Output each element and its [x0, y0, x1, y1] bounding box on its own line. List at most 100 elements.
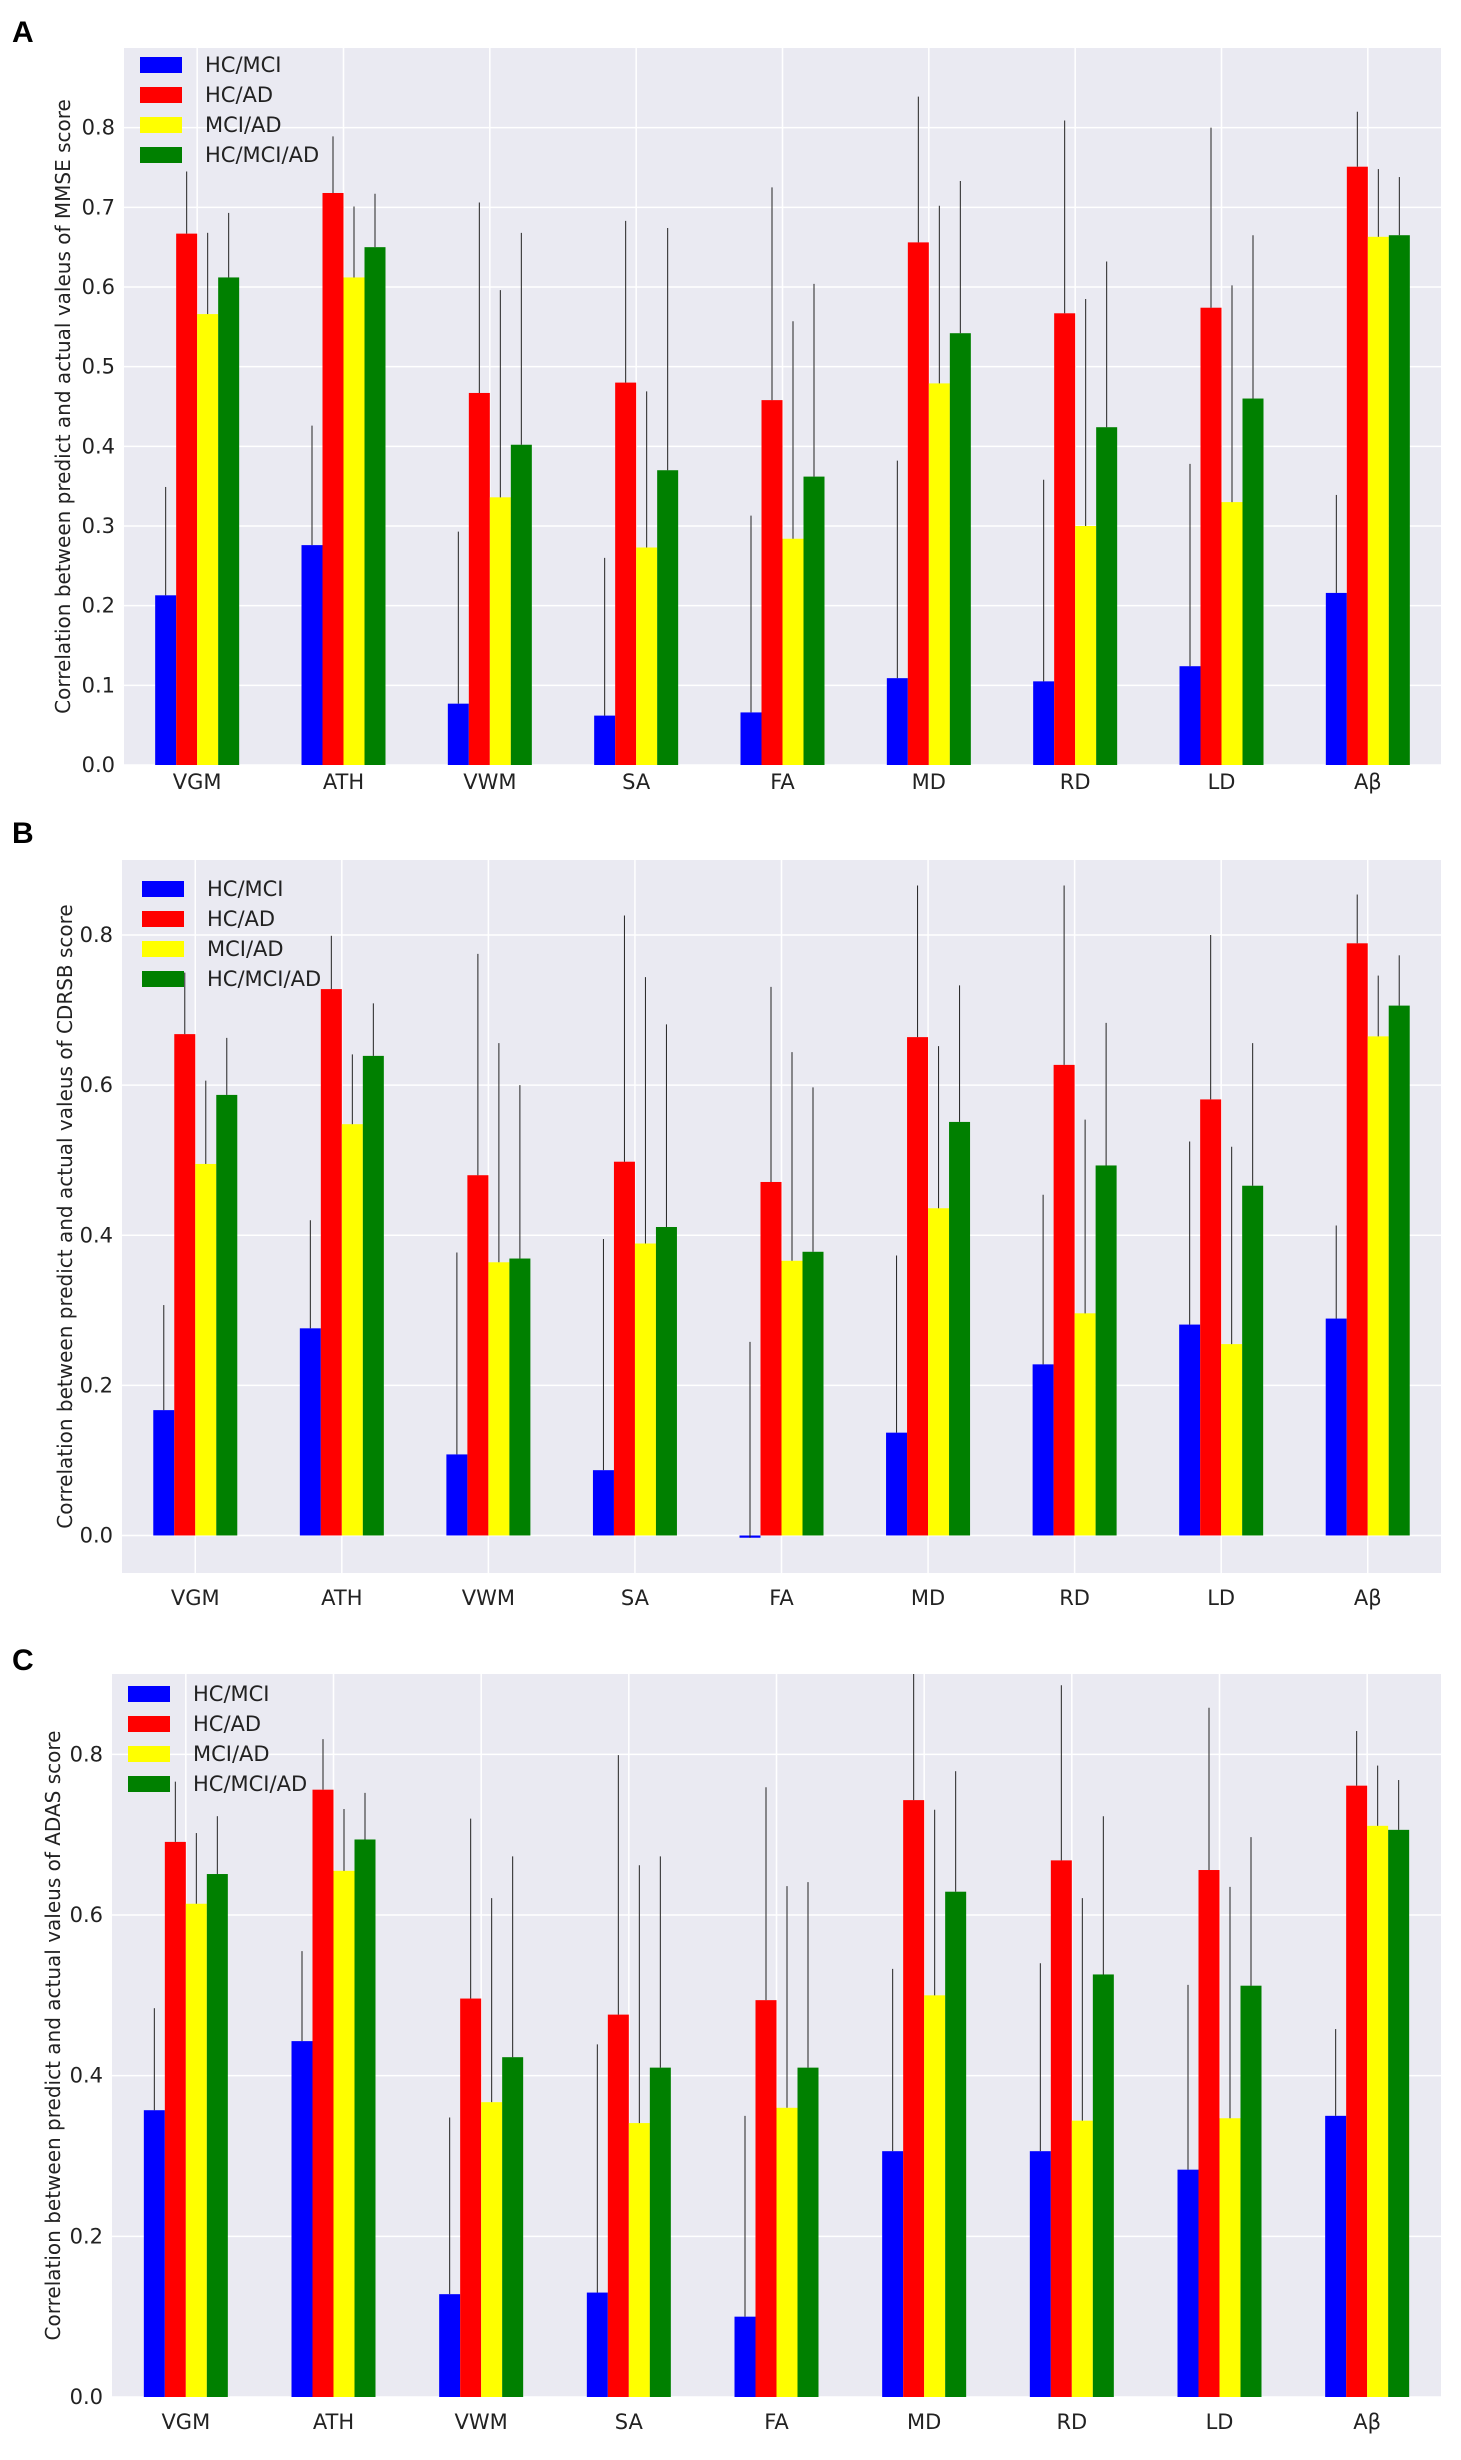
- bar: [301, 545, 323, 765]
- bar: [206, 1874, 228, 2397]
- bar: [928, 383, 950, 765]
- x-tick-label: FA: [770, 770, 795, 794]
- bar: [1032, 1364, 1054, 1536]
- y-axis-label: Correlation between predict and actual v…: [41, 1731, 65, 2341]
- bar: [439, 2294, 461, 2397]
- x-tick-label: VGM: [161, 2410, 210, 2434]
- x-tick-label: Aβ: [1354, 770, 1382, 794]
- bar: [761, 400, 783, 765]
- x-tick-label: VGM: [173, 770, 222, 794]
- bar: [594, 715, 616, 765]
- bar: [903, 1800, 925, 2397]
- y-tick-label: 0.0: [82, 753, 115, 777]
- bar: [945, 1891, 967, 2397]
- legend-label: HC/MCI: [193, 1682, 270, 1706]
- y-tick-label: 0.2: [82, 594, 115, 618]
- legend-swatch: [142, 911, 184, 927]
- legend-swatch: [140, 117, 182, 133]
- x-tick-label: SA: [621, 1586, 650, 1610]
- bar: [1177, 2169, 1199, 2397]
- bar: [924, 1995, 946, 2397]
- bar: [460, 1998, 482, 2397]
- y-tick-label: 0.6: [80, 1073, 113, 1097]
- bar: [928, 1208, 950, 1536]
- bar: [1200, 307, 1222, 765]
- bar: [481, 2102, 503, 2397]
- bar: [1075, 526, 1097, 765]
- bar: [803, 476, 825, 765]
- bar: [776, 2107, 798, 2397]
- panel-a-chart: A 0.0 0.1 0.2 0.3 0.4 0.5 0.6 0.7 0.8 VGM ATH VWM SA…: [12, 16, 1441, 794]
- bar: [197, 314, 219, 765]
- bar: [468, 392, 490, 765]
- bar: [734, 2316, 756, 2397]
- legend-label: HC/AD: [207, 907, 275, 931]
- bar: [1367, 1825, 1389, 2397]
- bar: [343, 277, 365, 765]
- x-tick-label: SA: [622, 770, 651, 794]
- panel-c-chart: C 0.0 0.2 0.4 0.6 0.8 VGM ATH VWM SA FA MD RD LD Aβ Co…: [12, 1644, 1441, 2434]
- bar: [320, 989, 342, 1536]
- bar: [488, 1262, 510, 1536]
- y-tick-label: 0.2: [80, 1373, 113, 1397]
- bar: [1388, 1005, 1410, 1536]
- y-axis-label: Correlation between predict and actual v…: [51, 99, 75, 714]
- bar: [657, 470, 679, 765]
- legend-label: HC/MCI/AD: [193, 1772, 307, 1796]
- legend-label: HC/MCI: [207, 877, 284, 901]
- x-tick-label: ATH: [323, 770, 364, 794]
- y-tick-label: 0.5: [82, 355, 115, 379]
- bar: [1346, 943, 1368, 1536]
- bar: [802, 1251, 824, 1536]
- x-tick-label: MD: [911, 1586, 945, 1610]
- x-tick-label: ATH: [321, 1586, 362, 1610]
- x-tick-label: ATH: [313, 2410, 354, 2434]
- legend-label: MCI/AD: [205, 113, 282, 137]
- bar: [782, 538, 804, 765]
- x-tick-label: LD: [1208, 770, 1236, 794]
- bar: [341, 1124, 363, 1536]
- bar: [1179, 666, 1201, 765]
- y-tick-label: 0.6: [70, 1903, 103, 1927]
- y-tick-label: 0.6: [82, 275, 115, 299]
- legend-swatch: [142, 941, 184, 957]
- bar: [1092, 1974, 1114, 2397]
- bar: [502, 2057, 524, 2397]
- bar: [1325, 1318, 1347, 1536]
- bar: [164, 1841, 186, 2397]
- legend-label: MCI/AD: [207, 937, 284, 961]
- x-tick-label: Aβ: [1354, 1586, 1382, 1610]
- bar: [185, 1903, 207, 2397]
- bar: [634, 1243, 656, 1536]
- legend-label: HC/AD: [205, 83, 273, 107]
- bar: [1221, 1344, 1243, 1536]
- bar: [1367, 1036, 1389, 1536]
- y-tick-label: 0.2: [70, 2224, 103, 2248]
- bar: [1095, 1165, 1117, 1536]
- legend-swatch: [128, 1776, 170, 1792]
- bar: [447, 703, 469, 765]
- x-tick-label: RD: [1059, 1586, 1090, 1610]
- bar: [174, 1034, 196, 1536]
- bar: [322, 192, 344, 765]
- legend-label: HC/AD: [193, 1712, 261, 1736]
- bar: [1325, 592, 1347, 765]
- bar: [176, 233, 198, 765]
- y-tick-label: 0.3: [82, 514, 115, 538]
- legend-label: HC/MCI: [205, 53, 282, 77]
- bar: [143, 2110, 165, 2397]
- legend-swatch: [140, 87, 182, 103]
- bar: [949, 1121, 971, 1536]
- bar: [755, 2000, 777, 2397]
- bar: [489, 497, 511, 765]
- bar: [333, 1870, 355, 2397]
- bar: [886, 1432, 908, 1536]
- bar: [216, 1094, 238, 1536]
- y-tick-label: 0.4: [80, 1223, 113, 1247]
- x-tick-label: VGM: [171, 1586, 220, 1610]
- bar: [1325, 2115, 1347, 2397]
- y-tick-label: 0.4: [70, 2064, 103, 2088]
- bar: [740, 712, 762, 765]
- bar: [364, 247, 386, 765]
- legend-swatch: [128, 1746, 170, 1762]
